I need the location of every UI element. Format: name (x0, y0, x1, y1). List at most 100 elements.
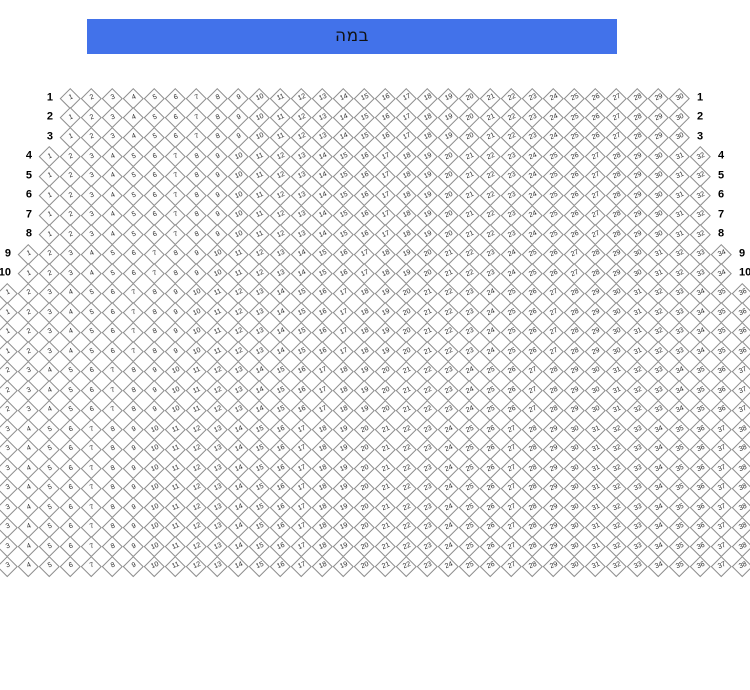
seat[interactable]: 5 (39, 516, 60, 538)
seat[interactable]: 26 (543, 243, 564, 265)
seat[interactable]: 31 (585, 477, 606, 499)
seat[interactable]: 26 (522, 282, 543, 304)
seat[interactable]: 18 (312, 418, 333, 440)
seat[interactable]: 9 (123, 535, 144, 557)
seat[interactable]: 6 (123, 243, 144, 265)
seat[interactable]: 34 (648, 418, 669, 440)
seat[interactable]: 10 (144, 516, 165, 538)
seat[interactable]: 28 (522, 516, 543, 538)
seat[interactable]: 3 (18, 379, 39, 401)
seat[interactable]: 36 (690, 516, 711, 538)
seat[interactable]: 20 (396, 340, 417, 362)
seat[interactable]: 24 (459, 399, 480, 421)
seat[interactable]: 32 (606, 418, 627, 440)
seat[interactable]: 19 (396, 262, 417, 284)
seat[interactable]: 26 (480, 477, 501, 499)
seat[interactable]: 13 (312, 126, 333, 148)
seat[interactable]: 31 (669, 223, 690, 245)
seat[interactable]: 23 (480, 262, 501, 284)
seat[interactable]: 20 (354, 457, 375, 479)
seat[interactable]: 7 (186, 126, 207, 148)
seat[interactable]: 13 (291, 223, 312, 245)
seat[interactable]: 13 (228, 399, 249, 421)
seat[interactable]: 9 (228, 106, 249, 128)
seat[interactable]: 4 (60, 282, 81, 304)
seat[interactable]: 16 (354, 184, 375, 206)
seat[interactable]: 21 (480, 106, 501, 128)
seat[interactable]: 31 (648, 243, 669, 265)
seat[interactable]: 8 (144, 301, 165, 323)
seat[interactable]: 22 (438, 321, 459, 343)
seat[interactable]: 4 (60, 340, 81, 362)
seat[interactable]: 10 (186, 321, 207, 343)
seat[interactable]: 35 (669, 438, 690, 460)
seat[interactable]: 12 (186, 418, 207, 440)
seat[interactable]: 2 (60, 223, 81, 245)
seat[interactable]: 5 (81, 321, 102, 343)
seat[interactable]: 29 (627, 204, 648, 226)
seat[interactable]: 8 (102, 418, 123, 440)
seat[interactable]: 13 (207, 496, 228, 518)
seat[interactable]: 20 (354, 555, 375, 577)
seat[interactable]: 6 (60, 418, 81, 440)
seat[interactable]: 15 (291, 321, 312, 343)
seat[interactable]: 12 (270, 204, 291, 226)
seat[interactable]: 4 (102, 145, 123, 167)
seat[interactable]: 11 (228, 243, 249, 265)
seat[interactable]: 14 (228, 457, 249, 479)
seat[interactable]: 21 (459, 165, 480, 187)
seat[interactable]: 22 (396, 418, 417, 440)
seat[interactable]: 20 (375, 360, 396, 382)
seat[interactable]: 18 (333, 379, 354, 401)
seat[interactable]: 3 (102, 126, 123, 148)
seat[interactable]: 18 (396, 204, 417, 226)
seat[interactable]: 3 (81, 204, 102, 226)
seat[interactable]: 12 (270, 223, 291, 245)
seat[interactable]: 2 (39, 262, 60, 284)
seat[interactable]: 25 (459, 477, 480, 499)
seat[interactable]: 15 (312, 262, 333, 284)
seat[interactable]: 3 (39, 340, 60, 362)
seat[interactable]: 33 (648, 399, 669, 421)
seat[interactable]: 7 (165, 223, 186, 245)
seat[interactable]: 30 (669, 126, 690, 148)
seat[interactable]: 32 (690, 223, 711, 245)
seat[interactable]: 26 (543, 262, 564, 284)
seat[interactable]: 28 (522, 438, 543, 460)
seat[interactable]: 3 (81, 165, 102, 187)
seat[interactable]: 2 (18, 321, 39, 343)
seat[interactable]: 33 (627, 418, 648, 440)
seat[interactable]: 9 (207, 204, 228, 226)
seat[interactable]: 6 (60, 438, 81, 460)
seat[interactable]: 19 (333, 535, 354, 557)
seat[interactable]: 4 (39, 399, 60, 421)
seat[interactable]: 16 (270, 457, 291, 479)
seat[interactable]: 19 (375, 301, 396, 323)
seat[interactable]: 20 (375, 379, 396, 401)
seat[interactable]: 11 (270, 106, 291, 128)
seat[interactable]: 12 (207, 379, 228, 401)
seat[interactable]: 19 (333, 418, 354, 440)
seat[interactable]: 27 (564, 243, 585, 265)
seat[interactable]: 25 (459, 457, 480, 479)
seat[interactable]: 5 (144, 106, 165, 128)
seat[interactable]: 27 (501, 555, 522, 577)
seat[interactable]: 29 (627, 223, 648, 245)
seat[interactable]: 5 (39, 457, 60, 479)
seat[interactable]: 31 (606, 399, 627, 421)
seat[interactable]: 14 (333, 87, 354, 109)
seat[interactable]: 13 (249, 301, 270, 323)
seat[interactable]: 13 (207, 555, 228, 577)
seat[interactable]: 34 (669, 399, 690, 421)
seat[interactable]: 12 (186, 477, 207, 499)
seat[interactable]: 13 (291, 204, 312, 226)
seat[interactable]: 25 (459, 496, 480, 518)
seat[interactable]: 23 (501, 165, 522, 187)
seat[interactable]: 33 (669, 301, 690, 323)
seat[interactable]: 30 (648, 223, 669, 245)
seat[interactable]: 27 (501, 477, 522, 499)
seat[interactable]: 33 (690, 243, 711, 265)
seat[interactable]: 26 (501, 379, 522, 401)
seat[interactable]: 29 (564, 399, 585, 421)
seat[interactable]: 4 (102, 223, 123, 245)
